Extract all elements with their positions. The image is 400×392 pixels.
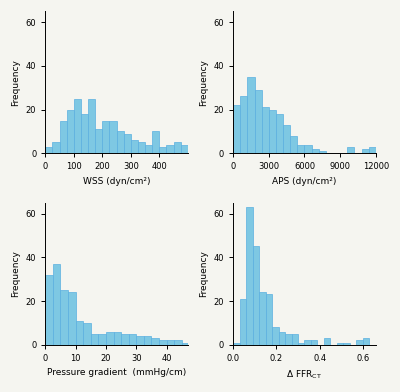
Bar — [88, 99, 95, 153]
Bar — [68, 292, 76, 345]
Bar — [138, 142, 145, 153]
Bar — [124, 134, 131, 153]
Bar — [246, 207, 253, 345]
Bar — [240, 299, 246, 345]
Bar — [98, 334, 106, 345]
Bar — [45, 147, 52, 153]
Bar — [189, 343, 197, 345]
Bar — [311, 340, 318, 345]
Bar — [91, 334, 98, 345]
Bar — [81, 114, 88, 153]
Bar — [285, 334, 292, 345]
Bar — [76, 321, 83, 345]
Bar — [347, 147, 354, 153]
Bar — [166, 145, 174, 153]
Bar — [276, 114, 283, 153]
Y-axis label: Frequency: Frequency — [11, 59, 20, 106]
Bar — [304, 145, 312, 153]
Bar — [253, 246, 259, 345]
Bar — [290, 136, 297, 153]
Y-axis label: Frequency: Frequency — [199, 250, 208, 297]
Bar — [362, 149, 369, 153]
Bar — [159, 147, 166, 153]
Bar — [248, 77, 254, 153]
Bar — [74, 99, 81, 153]
Bar — [233, 343, 240, 345]
Bar — [233, 105, 240, 153]
Bar — [297, 145, 304, 153]
Bar — [292, 334, 298, 345]
Bar — [337, 343, 343, 345]
Bar — [52, 142, 60, 153]
Bar — [131, 140, 138, 153]
Bar — [60, 120, 67, 153]
Bar — [60, 290, 68, 345]
Bar — [144, 336, 152, 345]
Bar — [182, 343, 189, 345]
Bar — [266, 294, 272, 345]
Bar — [324, 338, 330, 345]
Bar — [195, 149, 202, 153]
Bar — [121, 334, 129, 345]
Bar — [152, 338, 159, 345]
Bar — [312, 149, 319, 153]
Bar — [363, 338, 369, 345]
Bar — [110, 120, 117, 153]
Bar — [304, 340, 311, 345]
Bar — [95, 129, 102, 153]
Bar — [83, 323, 91, 345]
Bar — [145, 145, 152, 153]
X-axis label: APS (dyn/cm²): APS (dyn/cm²) — [272, 177, 337, 186]
Bar — [129, 334, 136, 345]
Bar — [262, 107, 269, 153]
Bar — [188, 151, 195, 153]
Y-axis label: Frequency: Frequency — [199, 59, 208, 106]
Bar — [240, 96, 248, 153]
Bar — [283, 125, 290, 153]
Bar — [152, 131, 159, 153]
Bar — [106, 332, 114, 345]
Bar — [102, 120, 110, 153]
Bar — [356, 340, 363, 345]
Y-axis label: Frequency: Frequency — [11, 250, 20, 297]
Bar — [181, 145, 188, 153]
Bar — [174, 142, 181, 153]
X-axis label: WSS (dyn/cm²): WSS (dyn/cm²) — [83, 177, 150, 186]
Bar — [272, 327, 278, 345]
Bar — [67, 110, 74, 153]
Bar — [136, 336, 144, 345]
Bar — [167, 340, 174, 345]
Bar — [369, 147, 376, 153]
Bar — [159, 340, 167, 345]
Bar — [53, 264, 60, 345]
Bar — [343, 343, 350, 345]
Bar — [45, 275, 53, 345]
Bar — [319, 151, 326, 153]
X-axis label: Pressure gradient  (mmHg/cm): Pressure gradient (mmHg/cm) — [47, 368, 186, 377]
Bar — [117, 131, 124, 153]
Bar — [114, 332, 121, 345]
Bar — [269, 110, 276, 153]
Bar — [254, 90, 262, 153]
Bar — [174, 340, 182, 345]
Bar — [278, 332, 285, 345]
Bar — [298, 343, 304, 345]
Bar — [259, 292, 266, 345]
X-axis label: $\Delta$ FFR$_{\mathrm{CT}}$: $\Delta$ FFR$_{\mathrm{CT}}$ — [286, 368, 322, 381]
Bar — [202, 149, 209, 153]
